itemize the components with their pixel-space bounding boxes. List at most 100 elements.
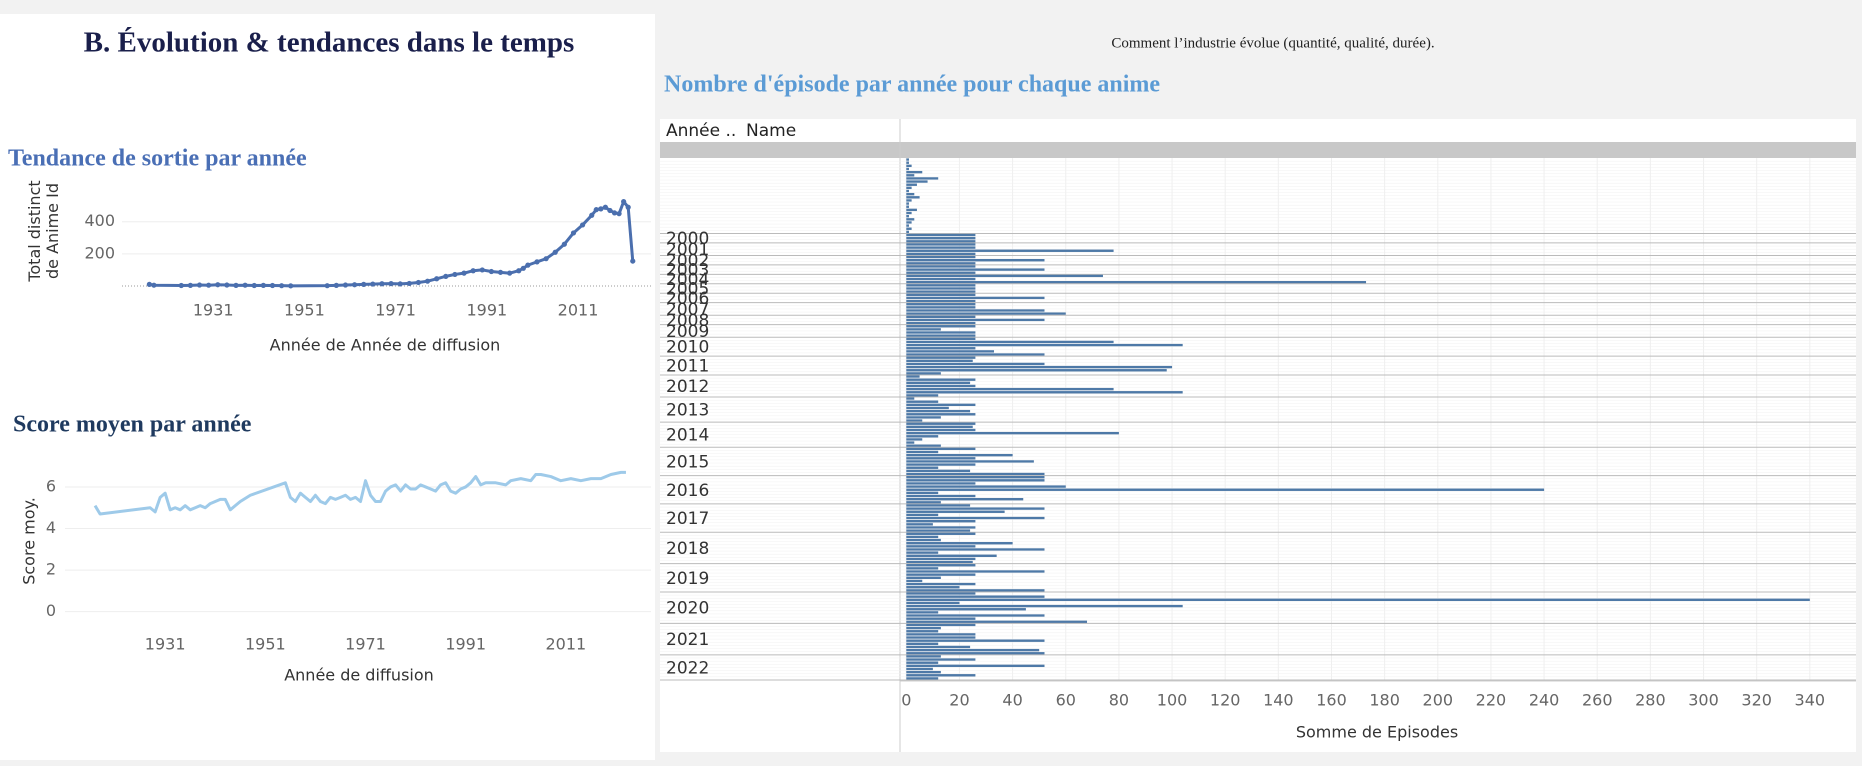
x-axis-label: Somme de Episodes: [1296, 723, 1458, 742]
bar: [906, 548, 1045, 551]
bar: [906, 347, 976, 350]
point: [187, 282, 194, 288]
bar: [906, 658, 976, 661]
y-tick-label: 0: [46, 601, 56, 620]
bar: [906, 557, 976, 561]
bar: [906, 403, 976, 407]
bar: [906, 453, 1013, 457]
bar: [906, 491, 939, 495]
bar: [906, 513, 939, 517]
bar: [906, 460, 1034, 463]
bar: [906, 328, 941, 331]
year-label: 2005: [666, 280, 709, 300]
y-tick-label: 4: [46, 518, 56, 537]
year-label: 2021: [666, 630, 709, 650]
point: [351, 282, 358, 288]
point: [625, 204, 631, 210]
y-tick-label: 400: [84, 211, 115, 230]
bar: [906, 249, 1114, 252]
bar: [906, 211, 912, 215]
bar: [906, 161, 909, 164]
point: [470, 268, 476, 274]
point: [370, 281, 376, 287]
bar: [906, 469, 971, 473]
bar: [906, 494, 976, 498]
bar: [906, 177, 939, 180]
bar: [906, 633, 976, 636]
bar: [906, 369, 1167, 372]
bar: [906, 538, 941, 542]
bar: [906, 425, 973, 429]
year-label: 2012: [666, 377, 709, 397]
bar: [906, 378, 976, 381]
year-label: 2013: [666, 401, 709, 421]
x-tick-label: 160: [1316, 691, 1347, 710]
point: [461, 270, 467, 276]
x-tick-label: 240: [1529, 691, 1560, 710]
bar: [906, 356, 976, 359]
bar: [906, 387, 1114, 391]
point: [233, 282, 239, 288]
x-tick-label: 180: [1369, 691, 1400, 710]
x-tick-label: 1991: [445, 635, 486, 654]
bar: [906, 488, 1545, 491]
bar: [906, 428, 976, 432]
point: [379, 281, 385, 287]
bar: [906, 611, 939, 614]
point: [452, 271, 458, 278]
bar: [906, 670, 941, 674]
bar: [906, 620, 1088, 624]
bar: [906, 384, 976, 388]
bar: [906, 542, 1013, 545]
bar: [906, 406, 949, 410]
bar: [906, 535, 939, 539]
point: [488, 268, 494, 275]
point: [279, 283, 285, 289]
bar: [906, 186, 912, 190]
point: [397, 281, 403, 287]
point: [616, 211, 622, 217]
x-tick-label: 340: [1795, 691, 1826, 710]
bar: [906, 608, 1026, 611]
bar: [906, 582, 976, 586]
bar: [906, 196, 920, 199]
bar: [906, 359, 973, 363]
x-tick-label: 1951: [284, 301, 325, 320]
bar: [906, 636, 976, 639]
point: [593, 207, 599, 213]
bar: [906, 463, 976, 466]
bar: [906, 274, 1103, 278]
bar: [906, 312, 1066, 315]
point: [242, 282, 248, 288]
bar: [906, 545, 976, 548]
bar: [906, 523, 933, 526]
bar: [906, 444, 941, 447]
bar: [906, 375, 920, 378]
x-axis-label: Année de Année de diffusion: [270, 336, 501, 355]
chart-title: Tendance de sortie par année: [8, 146, 307, 172]
bar: [906, 325, 976, 328]
y-tick-label: 200: [84, 243, 115, 262]
bar: [906, 579, 923, 583]
year-label: 2010: [666, 338, 709, 358]
point: [561, 241, 567, 247]
bar: [906, 372, 941, 375]
bar: [906, 510, 1005, 513]
bar: [906, 265, 976, 268]
bar: [906, 645, 971, 649]
bar: [906, 255, 976, 259]
point: [520, 265, 526, 271]
bar: [906, 227, 912, 230]
bar: [906, 598, 1810, 602]
point: [361, 281, 367, 287]
bar: [906, 409, 971, 413]
x-tick-label: 0: [901, 691, 911, 710]
x-tick-label: 320: [1741, 691, 1772, 710]
year-label: 2004: [666, 270, 709, 290]
bar: [906, 287, 976, 290]
bar: [906, 246, 976, 249]
bar: [906, 520, 976, 523]
point: [146, 281, 152, 287]
bar: [906, 400, 939, 403]
